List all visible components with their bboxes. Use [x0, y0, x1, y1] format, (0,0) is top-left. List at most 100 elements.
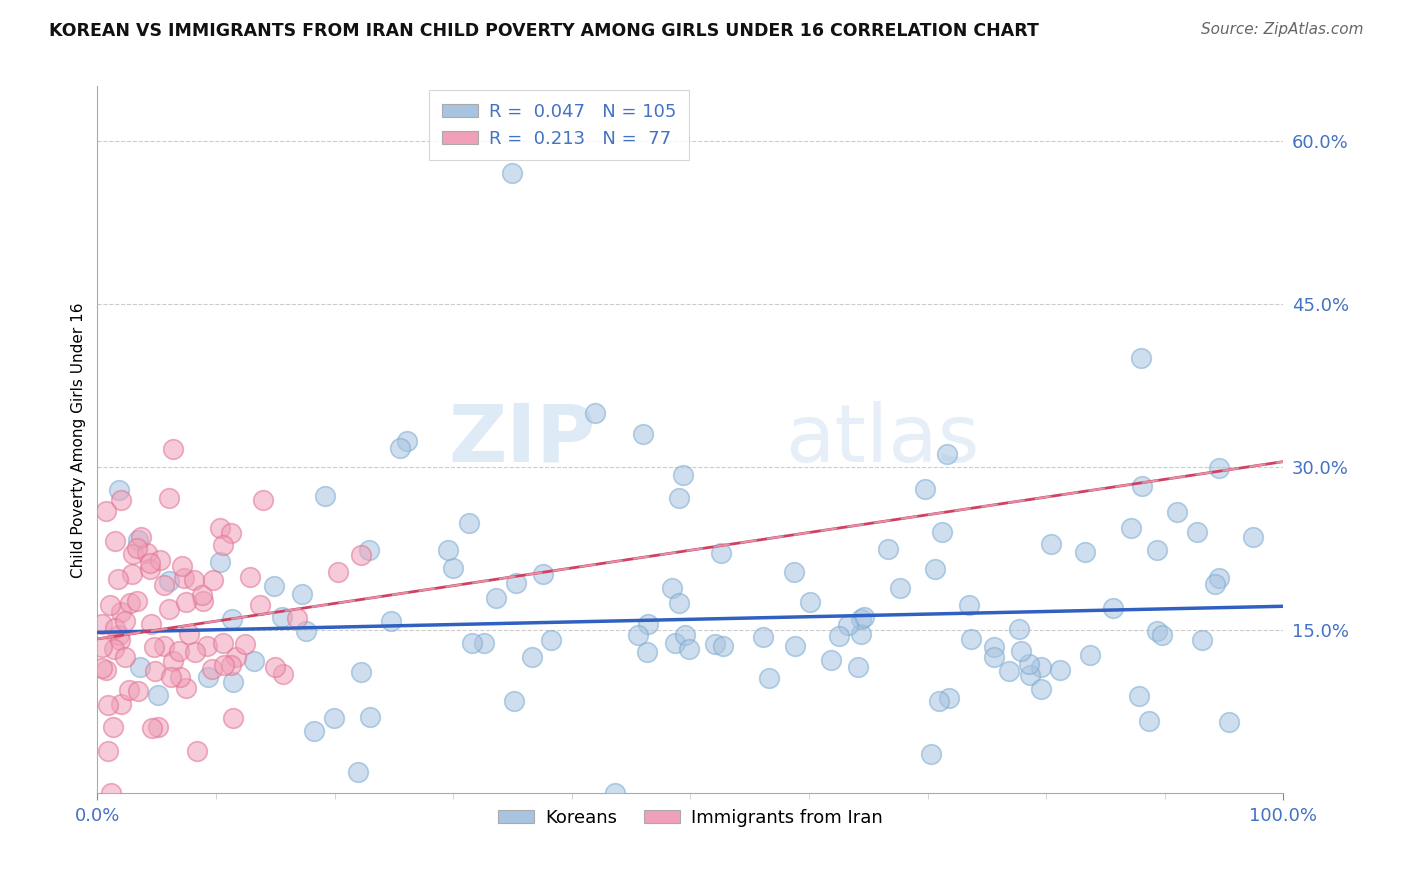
Point — [291, 587, 314, 601]
Point — [191, 594, 214, 608]
Point — [314, 489, 336, 503]
Point — [458, 516, 481, 530]
Point — [1166, 505, 1188, 519]
Point — [90, 640, 112, 655]
Point — [1031, 682, 1053, 697]
Point — [1137, 714, 1160, 729]
Point — [1029, 660, 1052, 674]
Point — [121, 566, 143, 581]
Point — [441, 561, 464, 575]
Point — [98, 598, 121, 612]
Point — [853, 610, 876, 624]
Point — [1128, 689, 1150, 703]
Point — [520, 649, 543, 664]
Point — [125, 541, 148, 555]
Point — [889, 581, 911, 595]
Point — [110, 606, 132, 620]
Point — [1018, 657, 1040, 671]
Point — [1146, 543, 1168, 558]
Point — [96, 504, 118, 518]
Point — [212, 538, 235, 552]
Point — [1150, 628, 1173, 642]
Point — [1208, 460, 1230, 475]
Point — [225, 649, 247, 664]
Point — [437, 543, 460, 558]
Point — [184, 645, 207, 659]
Text: ZIP: ZIP — [449, 401, 596, 479]
Point — [136, 545, 159, 559]
Point — [1208, 571, 1230, 585]
Point — [212, 658, 235, 673]
Point — [1204, 576, 1226, 591]
Point — [711, 639, 734, 653]
Point — [326, 565, 349, 579]
Point — [664, 636, 686, 650]
Point — [359, 710, 381, 724]
Point — [849, 627, 872, 641]
Point — [285, 611, 308, 625]
Point — [141, 616, 163, 631]
Point — [347, 764, 370, 779]
Point — [108, 628, 131, 642]
Point — [179, 626, 201, 640]
Y-axis label: Child Poverty Among Girls Under 16: Child Poverty Among Girls Under 16 — [72, 302, 86, 578]
Point — [208, 521, 231, 535]
Point — [263, 659, 285, 673]
Point — [167, 644, 190, 658]
Point — [110, 697, 132, 711]
Point — [631, 427, 654, 442]
Point — [91, 661, 114, 675]
Point — [388, 441, 411, 455]
Point — [931, 524, 953, 539]
Point — [1074, 544, 1097, 558]
Point — [148, 689, 170, 703]
Point — [502, 693, 524, 707]
Point — [485, 591, 508, 605]
Point — [820, 653, 842, 667]
Point — [928, 694, 950, 708]
Point — [1132, 478, 1154, 492]
Point — [114, 614, 136, 628]
Point — [162, 442, 184, 456]
Point — [110, 633, 132, 648]
Point — [295, 624, 318, 638]
Point — [710, 545, 733, 559]
Point — [195, 640, 218, 654]
Point — [104, 621, 127, 635]
Point — [1010, 644, 1032, 658]
Point — [585, 406, 607, 420]
Point — [936, 447, 959, 461]
Point — [90, 616, 112, 631]
Point — [219, 657, 242, 672]
Point — [827, 629, 849, 643]
Point — [350, 548, 373, 562]
Point — [173, 571, 195, 585]
Point — [94, 663, 117, 677]
Point — [1049, 663, 1071, 677]
Point — [673, 628, 696, 642]
Point — [149, 553, 172, 567]
Point — [924, 562, 946, 576]
Point — [174, 681, 197, 695]
Point — [703, 637, 725, 651]
Point — [877, 542, 900, 557]
Point — [103, 642, 125, 657]
Point — [243, 654, 266, 668]
Point — [97, 698, 120, 713]
Point — [141, 721, 163, 735]
Point — [1101, 601, 1123, 615]
Point — [461, 636, 484, 650]
Point — [661, 581, 683, 595]
Point — [914, 483, 936, 497]
Point — [1185, 525, 1208, 540]
Point — [271, 610, 294, 624]
Point — [957, 598, 980, 612]
Point — [302, 723, 325, 738]
Point — [153, 639, 176, 653]
Text: KOREAN VS IMMIGRANTS FROM IRAN CHILD POVERTY AMONG GIRLS UNDER 16 CORRELATION CH: KOREAN VS IMMIGRANTS FROM IRAN CHILD POV… — [49, 22, 1039, 40]
Point — [758, 671, 780, 685]
Point — [127, 533, 149, 547]
Point — [143, 640, 166, 655]
Point — [938, 691, 960, 706]
Point — [118, 596, 141, 610]
